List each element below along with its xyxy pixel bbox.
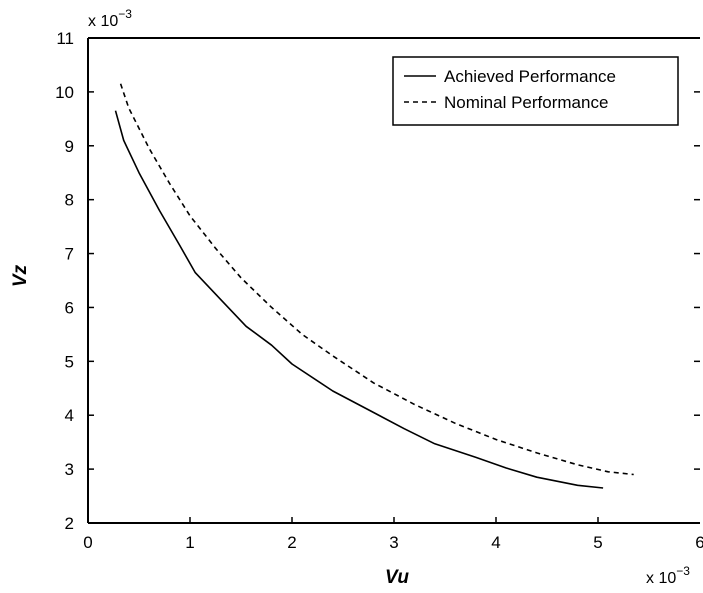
legend-label-nominal: Nominal Performance [444,93,608,112]
y-axis-label: Vz [10,264,31,287]
y-tick-label: 7 [65,245,74,264]
x-tick-label: 2 [287,533,296,552]
x-tick-label: 3 [389,533,398,552]
x-tick-label: 4 [491,533,500,552]
legend: Achieved Performance Nominal Performance [392,56,679,126]
y-tick-label: 5 [65,352,74,371]
y-tick-label: 11 [56,29,74,48]
y-tick-label: 8 [65,191,74,210]
x-tick-label: 5 [593,533,602,552]
y-tick-label: 6 [65,298,74,317]
y-tick-label: 10 [55,83,74,102]
series-line-nominal [119,83,634,476]
axis-ticks: 0 1 2 3 4 5 6 2 3 4 5 6 7 8 9 10 11 [55,29,703,552]
legend-box [392,56,679,126]
y-axis-scale-note: x 10−3 [88,7,132,30]
y-tick-label: 2 [65,514,74,533]
y-tick-label: 4 [65,406,74,425]
y-tick-label: 3 [65,460,74,479]
y-tick-label: 9 [65,137,74,156]
series-line-achieved [114,110,604,489]
x-tick-label: 6 [695,533,703,552]
x-tick-label: 0 [83,533,92,552]
x-axis-label: Vu [385,567,409,588]
series-lines [114,83,634,489]
legend-label-achieved: Achieved Performance [444,67,616,86]
x-tick-label: 1 [185,533,194,552]
x-axis-scale-note: x 10−3 [646,564,690,587]
